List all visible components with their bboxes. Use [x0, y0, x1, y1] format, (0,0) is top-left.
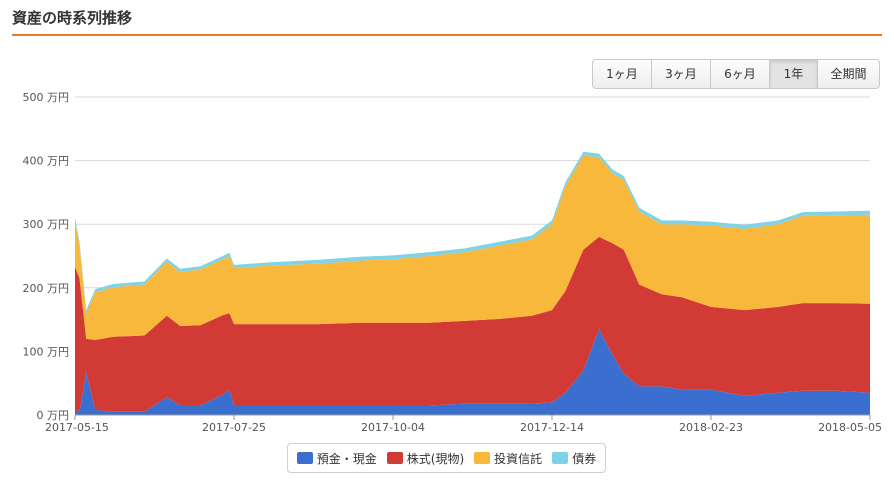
range-1-month-button[interactable]: 1ヶ月	[593, 60, 652, 88]
x-tick-label: 2017-10-04	[361, 421, 425, 434]
y-tick-label: 100 万円	[23, 345, 70, 358]
legend-item-funds[interactable]: 投資信託	[474, 450, 542, 467]
series-area-cash	[75, 329, 870, 415]
asset-area-chart: 0 万円 100 万円 200 万円 300 万円 400 万円 500 万円 2017-0…	[23, 91, 883, 434]
legend-swatch-funds	[474, 452, 491, 464]
y-tick-label: 400 万円	[23, 155, 70, 168]
range-1-year-button[interactable]: 1年	[770, 60, 818, 88]
range-3-month-button[interactable]: 3ヶ月	[652, 60, 711, 88]
legend-swatch-bonds	[552, 452, 569, 464]
series-area-funds	[75, 155, 870, 340]
chart-legend: 預金・現金 株式(現物) 投資信託 債券	[287, 443, 606, 473]
legend-label-cash: 預金・現金	[316, 451, 377, 466]
legend-item-bonds[interactable]: 債券	[552, 450, 596, 467]
x-tick-label: 2017-05-15	[45, 421, 109, 434]
page-title: 資産の時系列推移	[12, 9, 133, 27]
legend-label-funds: 投資信託	[494, 451, 543, 466]
y-tick-label: 300 万円	[23, 218, 70, 231]
series-area-stocks	[75, 236, 870, 412]
range-6-month-button[interactable]: 6ヶ月	[711, 60, 770, 88]
x-tick-label: 2017-07-25	[202, 421, 266, 434]
x-tick-label: 2018-02-23	[679, 421, 743, 434]
section-header: 資産の時系列推移	[12, 0, 882, 36]
time-range-selector: 1ヶ月 3ヶ月 6ヶ月 1年 全期間	[592, 59, 880, 89]
range-all-button[interactable]: 全期間	[818, 60, 879, 88]
legend-item-stocks[interactable]: 株式(現物)	[386, 450, 465, 467]
legend-label-stocks: 株式(現物)	[406, 451, 465, 466]
y-tick-label: 500 万円	[23, 91, 70, 104]
x-tick-label: 2018-05-05	[818, 421, 882, 434]
legend-label-bonds: 債券	[572, 451, 597, 466]
y-tick-label: 0 万円	[37, 409, 70, 422]
legend-swatch-cash	[296, 452, 313, 464]
x-tick-label: 2017-12-14	[520, 421, 584, 434]
legend-item-cash[interactable]: 預金・現金	[296, 450, 377, 467]
legend-swatch-stocks	[386, 452, 403, 464]
y-tick-label: 200 万円	[23, 282, 70, 295]
